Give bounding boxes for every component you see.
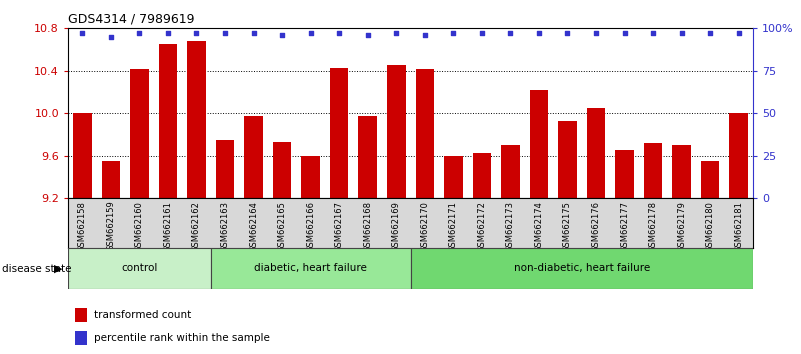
Text: GSM662175: GSM662175	[563, 201, 572, 252]
Text: GSM662167: GSM662167	[335, 201, 344, 252]
Text: GSM662170: GSM662170	[421, 201, 429, 252]
Text: control: control	[121, 263, 158, 273]
Bar	[615, 150, 634, 198]
Bar	[644, 143, 662, 198]
Bar	[473, 153, 491, 198]
Bar	[586, 108, 606, 198]
Bar	[159, 44, 177, 198]
Bar	[75, 331, 87, 344]
Text: GSM662173: GSM662173	[506, 201, 515, 252]
Point	[447, 30, 460, 36]
Bar	[301, 156, 320, 198]
Point	[248, 30, 260, 36]
Text: ▶: ▶	[54, 264, 62, 274]
Point	[618, 30, 631, 36]
Text: GSM662166: GSM662166	[306, 201, 315, 252]
Point	[104, 34, 117, 40]
FancyBboxPatch shape	[410, 248, 753, 289]
Bar	[672, 145, 691, 198]
Bar	[130, 69, 149, 198]
Bar	[358, 116, 377, 198]
Bar	[330, 68, 348, 198]
Text: GSM662179: GSM662179	[677, 201, 686, 252]
Bar	[529, 90, 548, 198]
Bar	[102, 161, 120, 198]
Point	[590, 30, 602, 36]
Point	[504, 30, 517, 36]
Bar	[701, 161, 719, 198]
Bar	[187, 41, 206, 198]
Bar	[75, 308, 87, 322]
Text: GSM662158: GSM662158	[78, 201, 87, 252]
Bar	[730, 113, 748, 198]
Bar	[244, 116, 263, 198]
FancyBboxPatch shape	[68, 248, 211, 289]
Text: GSM662162: GSM662162	[192, 201, 201, 252]
Point	[190, 30, 203, 36]
Text: GSM662161: GSM662161	[163, 201, 172, 252]
Bar	[387, 65, 405, 198]
Text: GSM662163: GSM662163	[220, 201, 230, 252]
Point	[675, 30, 688, 36]
Text: transformed count: transformed count	[94, 310, 191, 320]
Bar	[273, 142, 292, 198]
Point	[561, 30, 574, 36]
Point	[390, 30, 403, 36]
FancyBboxPatch shape	[211, 248, 410, 289]
Point	[162, 30, 175, 36]
Point	[276, 32, 288, 38]
Point	[133, 30, 146, 36]
Text: GSM662171: GSM662171	[449, 201, 458, 252]
Bar	[73, 113, 91, 198]
Text: GSM662165: GSM662165	[278, 201, 287, 252]
Bar	[215, 140, 235, 198]
Text: GSM662168: GSM662168	[363, 201, 372, 252]
Point	[304, 30, 317, 36]
Point	[418, 32, 431, 38]
Bar	[558, 121, 577, 198]
Text: GSM662169: GSM662169	[392, 201, 400, 252]
Point	[732, 30, 745, 36]
Point	[361, 32, 374, 38]
Text: GDS4314 / 7989619: GDS4314 / 7989619	[68, 13, 195, 26]
Bar	[501, 145, 520, 198]
Bar	[444, 156, 463, 198]
Text: GSM662172: GSM662172	[477, 201, 486, 252]
Text: percentile rank within the sample: percentile rank within the sample	[94, 332, 270, 343]
Text: GSM662164: GSM662164	[249, 201, 258, 252]
Point	[219, 30, 231, 36]
Point	[704, 30, 717, 36]
Point	[332, 30, 345, 36]
Point	[533, 30, 545, 36]
Text: GSM662174: GSM662174	[534, 201, 543, 252]
Bar	[416, 69, 434, 198]
Text: GSM662177: GSM662177	[620, 201, 629, 252]
Text: GSM662176: GSM662176	[591, 201, 601, 252]
Text: GSM662180: GSM662180	[706, 201, 714, 252]
Text: GSM662160: GSM662160	[135, 201, 144, 252]
Text: GSM662159: GSM662159	[107, 201, 115, 251]
Point	[646, 30, 659, 36]
Text: non-diabetic, heart failure: non-diabetic, heart failure	[513, 263, 650, 273]
Point	[476, 30, 489, 36]
Text: GSM662178: GSM662178	[649, 201, 658, 252]
Text: diabetic, heart failure: diabetic, heart failure	[254, 263, 367, 273]
Text: GSM662181: GSM662181	[735, 201, 743, 252]
Text: disease state: disease state	[2, 264, 71, 274]
Point	[76, 30, 89, 36]
